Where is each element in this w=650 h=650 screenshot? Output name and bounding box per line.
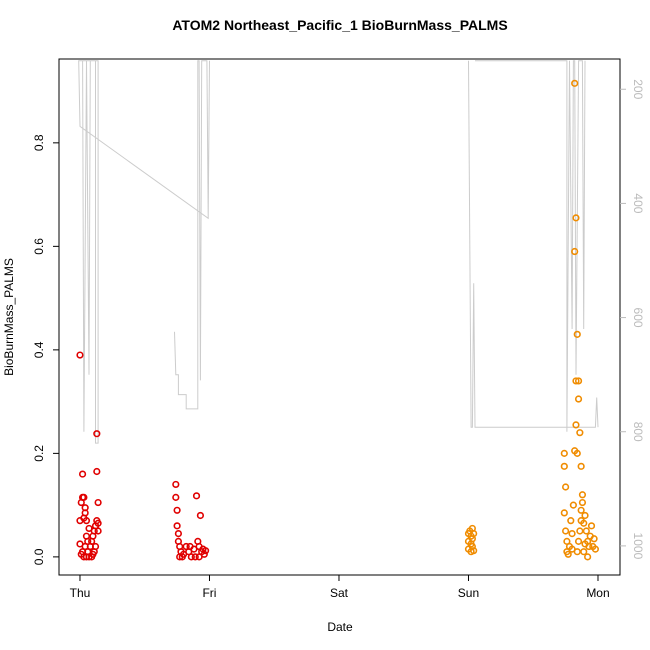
data-point — [573, 449, 581, 457]
data-point — [562, 483, 570, 491]
y-tick-label: 0.8 — [32, 134, 46, 151]
data-point — [84, 537, 92, 545]
data-point — [580, 548, 588, 556]
data-point — [560, 462, 568, 470]
data-point — [192, 492, 201, 500]
data-point — [576, 429, 584, 437]
data-point — [581, 540, 589, 548]
x-tick-label: Sun — [458, 586, 479, 600]
x-tick-label: Sat — [330, 586, 349, 600]
data-point — [560, 509, 568, 517]
data-point — [191, 553, 199, 561]
data-point — [560, 449, 568, 457]
data-point — [173, 522, 181, 530]
data-point — [572, 214, 580, 222]
data-point — [582, 527, 590, 535]
data-point — [76, 351, 84, 359]
data-point — [80, 493, 88, 501]
data-point — [580, 519, 588, 527]
data-point — [174, 529, 183, 538]
data-point — [172, 480, 180, 489]
data-point — [564, 550, 572, 558]
data-point — [176, 553, 184, 561]
data-point — [468, 542, 476, 551]
data-point — [93, 467, 101, 476]
y2-tick-label: 400 — [631, 193, 645, 213]
x-axis-label: Date — [327, 620, 353, 634]
y2-tick-label: 200 — [631, 79, 645, 99]
data-point — [578, 498, 587, 507]
data-point — [571, 79, 579, 87]
data-point — [470, 529, 478, 538]
data-point — [201, 547, 210, 555]
data-point — [587, 522, 596, 530]
data-point — [574, 395, 583, 403]
data-point — [574, 537, 583, 545]
data-point — [78, 470, 87, 478]
y-tick-label: 0.2 — [32, 445, 46, 462]
data-point — [562, 527, 570, 535]
data-point — [572, 377, 580, 385]
data-point — [576, 527, 584, 535]
data-point — [195, 553, 203, 561]
data-point — [186, 542, 194, 551]
data-point — [573, 548, 581, 556]
y2-tick-label: 600 — [631, 308, 645, 328]
data-point — [85, 524, 93, 533]
data-point — [173, 506, 181, 514]
data-point — [568, 529, 576, 538]
y2-tick-label: 1000 — [631, 533, 645, 560]
data-point — [81, 504, 89, 512]
x-tick-label: Fri — [202, 586, 216, 600]
data-point — [591, 545, 599, 553]
data-point — [572, 421, 580, 429]
data-point — [573, 330, 581, 338]
y-tick-label: 0.4 — [32, 341, 46, 358]
data-point — [91, 542, 100, 551]
y2-tick-label: 800 — [631, 422, 645, 442]
data-point — [569, 501, 577, 509]
data-point — [93, 430, 101, 438]
x-tick-label: Mon — [586, 586, 609, 600]
y-tick-label: 0.6 — [32, 238, 46, 255]
data-point — [577, 462, 585, 470]
data-point — [94, 519, 102, 527]
plot-frame — [58, 58, 621, 576]
data-point — [187, 553, 195, 561]
data-point — [581, 511, 589, 520]
data-point — [584, 553, 592, 561]
point-layer — [76, 79, 599, 561]
data-point — [470, 547, 478, 555]
data-point — [196, 511, 205, 520]
data-point — [574, 377, 583, 385]
data-line — [78, 60, 599, 444]
data-point — [94, 527, 102, 535]
data-point — [82, 517, 91, 525]
data-point — [94, 498, 102, 507]
data-point — [578, 491, 587, 499]
data-point — [571, 247, 579, 256]
data-point — [590, 535, 598, 543]
x-tick-label: Thu — [70, 586, 91, 600]
y-tick-label: 0.0 — [32, 548, 46, 565]
line-layer — [78, 60, 599, 444]
y-axis-label: BioBurnMass_PALMS — [2, 258, 16, 376]
data-point — [567, 517, 575, 525]
data-point — [172, 493, 180, 501]
data-point — [577, 506, 585, 514]
chart-title: ATOM2 Northeast_Pacific_1 BioBurnMass_PA… — [172, 17, 507, 33]
